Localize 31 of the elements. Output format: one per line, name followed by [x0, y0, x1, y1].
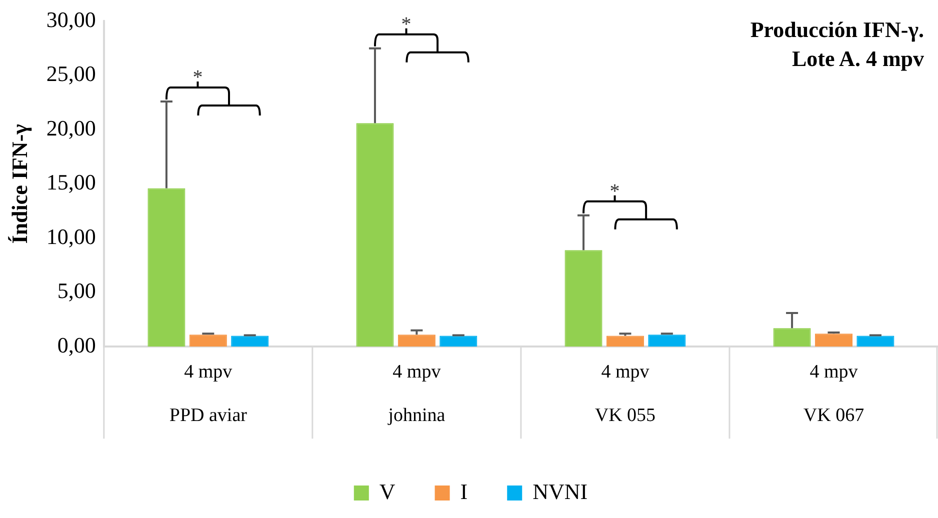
y-tick-label: 0,00 [57, 332, 96, 358]
text: Producción IFN-γ. Lote A. 4 mpv [750, 16, 924, 73]
annotation: * [610, 180, 620, 202]
bar [814, 334, 853, 347]
y-tick-label: 10,00 [46, 224, 96, 249]
bar [648, 334, 686, 347]
bar [398, 334, 436, 347]
bar [606, 336, 644, 347]
legend-label: V [379, 478, 396, 504]
y-tick-label: 30,00 [46, 6, 96, 32]
bar [856, 336, 894, 347]
bar [189, 334, 227, 347]
y-tick-label: 15,00 [46, 170, 96, 195]
bar [564, 250, 602, 347]
annotation: * [401, 13, 412, 36]
legend-label: I [460, 478, 468, 504]
x-tick-label: 4 mpv VK 055 [594, 361, 656, 426]
x-tick-label: 4 mpv VK 067 [803, 361, 864, 426]
annotation: * [192, 66, 203, 88]
x-tick-label: 4 mpv PPD aviar [169, 361, 248, 426]
x-tick-label: 4 mpv johnina [387, 361, 446, 426]
y-tick-label: 5,00 [57, 278, 96, 304]
bar [148, 188, 186, 347]
bar [231, 336, 269, 347]
y-tick-label: 25,00 [46, 61, 96, 86]
bar [356, 123, 394, 347]
legend-label: NVNI [532, 478, 588, 504]
y-axis-title: Índice IFN-γ [6, 124, 32, 244]
bar [773, 328, 811, 347]
y-tick-label: 20,00 [46, 115, 96, 140]
bar [440, 336, 478, 347]
